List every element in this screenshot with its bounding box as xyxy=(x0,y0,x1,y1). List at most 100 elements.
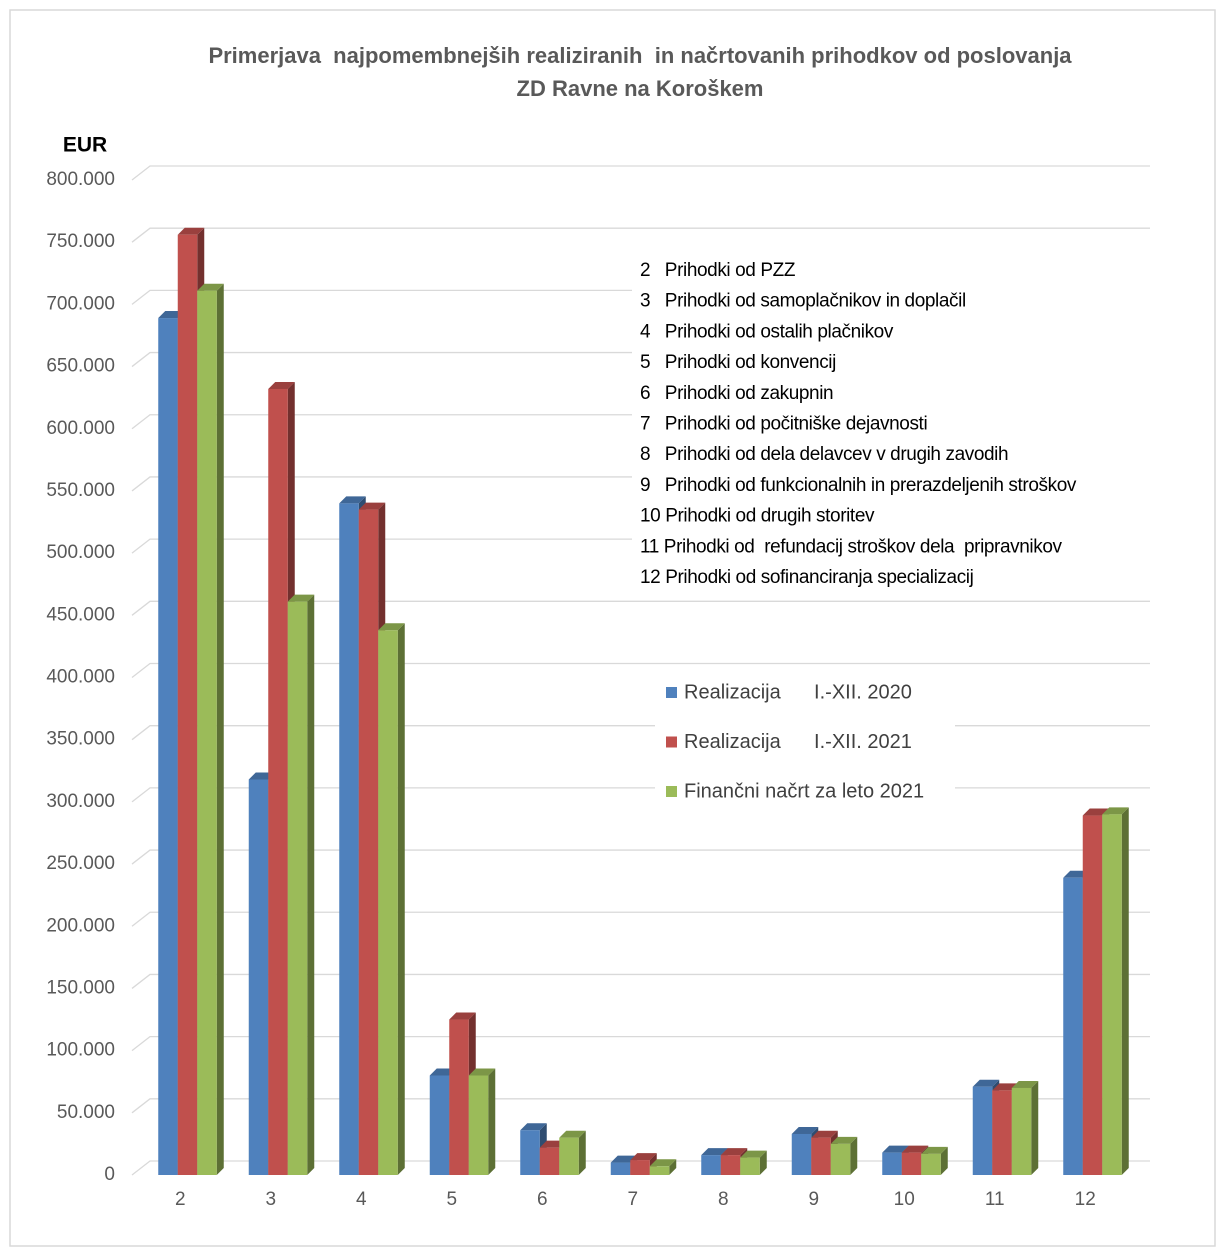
y-tick-label: 200.000 xyxy=(46,915,115,936)
y-tick-label: 250.000 xyxy=(46,853,115,874)
bar-front xyxy=(559,1137,579,1175)
bar-side xyxy=(216,283,224,1176)
y-axis-label: EUR xyxy=(63,134,107,157)
x-tick-label: 4 xyxy=(356,1189,367,1210)
bar-front xyxy=(268,388,288,1175)
bar-side xyxy=(1031,1080,1039,1175)
category-description: 12 Prihodki od sofinanciranja specializa… xyxy=(640,567,973,588)
category-description: 11 Prihodki od refundacij stroškov dela … xyxy=(640,536,1063,557)
category-description: 6 Prihodki od zakupnin xyxy=(640,383,833,404)
x-tick-label: 10 xyxy=(894,1189,915,1210)
x-tick-label: 3 xyxy=(265,1189,276,1210)
bar-top xyxy=(921,1146,948,1154)
bar-top xyxy=(197,283,224,291)
bar xyxy=(830,1136,858,1175)
x-tick-label: 2 xyxy=(175,1189,186,1210)
x-tick-label: 9 xyxy=(808,1189,819,1210)
y-tick-label: 700.000 xyxy=(46,293,115,314)
bar-front xyxy=(1011,1087,1032,1175)
bar-front xyxy=(630,1160,650,1175)
bar-top xyxy=(520,1123,547,1131)
bar-top xyxy=(649,1159,677,1167)
legend-label: Realizacija I.-XII. 2021 xyxy=(684,731,912,753)
bar-side xyxy=(307,594,315,1175)
y-tick-label: 0 xyxy=(104,1164,115,1185)
bar xyxy=(1102,807,1129,1175)
bar-top xyxy=(268,381,295,389)
bar-front xyxy=(901,1152,922,1175)
bar-side xyxy=(397,623,405,1175)
legend-label: Realizacija I.-XII. 2020 xyxy=(684,681,912,703)
bar-front xyxy=(539,1147,560,1175)
bar-top xyxy=(358,502,386,510)
y-tick-label: 500.000 xyxy=(46,542,115,563)
bar-top xyxy=(339,496,366,504)
chart-title: Primerjava najpomembnejših realiziranih … xyxy=(208,43,1072,68)
y-tick-label: 600.000 xyxy=(46,418,115,439)
bar-top xyxy=(449,1012,476,1020)
y-tick-label: 450.000 xyxy=(46,604,115,625)
category-description: 3 Prihodki od samoplačnikov in doplačil xyxy=(640,291,966,312)
grid-line xyxy=(131,973,1150,989)
bar-top xyxy=(791,1126,819,1134)
bar-front xyxy=(882,1152,902,1175)
bar-front xyxy=(740,1157,760,1175)
bar-front xyxy=(701,1155,721,1175)
category-description: 10 Prihodki od drugih storitev xyxy=(640,506,875,527)
grid-line xyxy=(131,849,1150,865)
bar-front xyxy=(830,1143,851,1175)
category-description: 7 Prihodki od počitniške dejavnosti xyxy=(640,414,927,435)
bar-front xyxy=(287,601,308,1175)
category-description: 2 Prihodki od PZZ xyxy=(640,260,796,281)
bar-front xyxy=(378,630,398,1175)
bar-front xyxy=(791,1133,812,1175)
x-tick-label: 11 xyxy=(985,1189,1005,1210)
legend-swatch xyxy=(666,687,677,698)
bar-side xyxy=(759,1150,767,1175)
grid-line xyxy=(131,1035,1150,1052)
legend-swatch xyxy=(666,786,677,797)
bar-front xyxy=(248,779,269,1175)
bar-side xyxy=(578,1130,586,1175)
bar xyxy=(287,594,315,1175)
bar-front xyxy=(972,1086,993,1175)
bar-side xyxy=(850,1136,858,1175)
bar-side xyxy=(669,1159,677,1175)
bar-front xyxy=(197,290,217,1176)
bar-front xyxy=(339,503,359,1175)
bar xyxy=(378,623,405,1175)
bar-front xyxy=(610,1162,631,1175)
bar-front xyxy=(358,509,379,1175)
bar-top xyxy=(1102,807,1129,815)
bar xyxy=(559,1130,586,1175)
bar-front xyxy=(649,1166,670,1175)
y-tick-label: 400.000 xyxy=(46,667,115,688)
bar-side xyxy=(1121,807,1129,1175)
bar xyxy=(649,1159,677,1175)
grid-line xyxy=(131,165,1150,181)
x-tick-label: 8 xyxy=(718,1189,729,1210)
bar-top xyxy=(811,1130,838,1138)
grid-line xyxy=(131,911,1150,927)
bar-top xyxy=(901,1145,929,1153)
bar xyxy=(1011,1080,1039,1175)
bar-front xyxy=(1102,814,1122,1175)
bar-top xyxy=(972,1079,1000,1087)
chart-subtitle: ZD Ravne na Koroškem xyxy=(517,76,764,101)
x-tick-label: 7 xyxy=(627,1189,638,1210)
y-tick-label: 100.000 xyxy=(46,1040,115,1061)
bar-top xyxy=(1011,1080,1039,1088)
grid-line xyxy=(131,600,1150,616)
bar-front xyxy=(520,1130,540,1175)
bar-top xyxy=(882,1145,909,1153)
y-tick-label: 350.000 xyxy=(46,729,115,750)
grid-line xyxy=(131,1098,1150,1114)
description-background xyxy=(632,255,1180,595)
y-tick-label: 150.000 xyxy=(46,977,115,998)
bar-front xyxy=(158,318,178,1175)
bar-front xyxy=(177,234,198,1176)
y-tick-label: 650.000 xyxy=(46,356,115,377)
y-tick-label: 300.000 xyxy=(46,791,115,812)
bar-front xyxy=(992,1090,1012,1175)
bar-top xyxy=(720,1148,748,1156)
